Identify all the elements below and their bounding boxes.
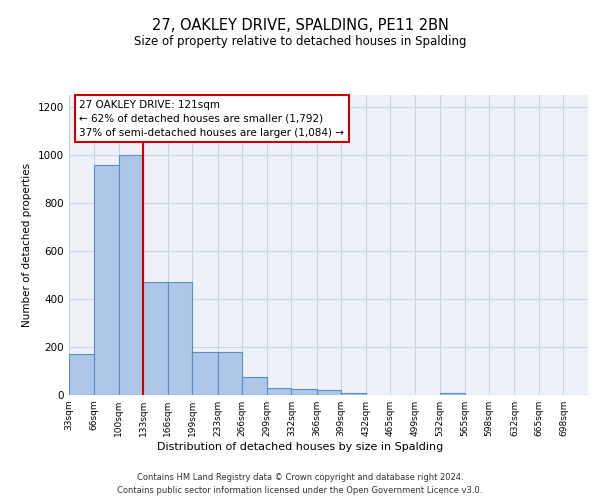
Bar <box>218 352 242 395</box>
Bar <box>341 392 365 395</box>
Bar <box>193 352 218 395</box>
Bar <box>317 390 341 395</box>
Bar <box>168 282 193 395</box>
Text: Contains HM Land Registry data © Crown copyright and database right 2024.
Contai: Contains HM Land Registry data © Crown c… <box>118 472 482 494</box>
Bar <box>440 392 464 395</box>
Bar <box>94 164 119 395</box>
Bar <box>292 389 317 395</box>
Bar <box>143 282 168 395</box>
Bar <box>242 377 267 395</box>
Bar <box>69 354 94 395</box>
Bar <box>267 388 292 395</box>
Text: Size of property relative to detached houses in Spalding: Size of property relative to detached ho… <box>134 35 466 48</box>
Bar <box>119 155 143 395</box>
Text: Distribution of detached houses by size in Spalding: Distribution of detached houses by size … <box>157 442 443 452</box>
Text: 27 OAKLEY DRIVE: 121sqm
← 62% of detached houses are smaller (1,792)
37% of semi: 27 OAKLEY DRIVE: 121sqm ← 62% of detache… <box>79 100 344 138</box>
Text: 27, OAKLEY DRIVE, SPALDING, PE11 2BN: 27, OAKLEY DRIVE, SPALDING, PE11 2BN <box>152 18 448 32</box>
Y-axis label: Number of detached properties: Number of detached properties <box>22 163 32 327</box>
